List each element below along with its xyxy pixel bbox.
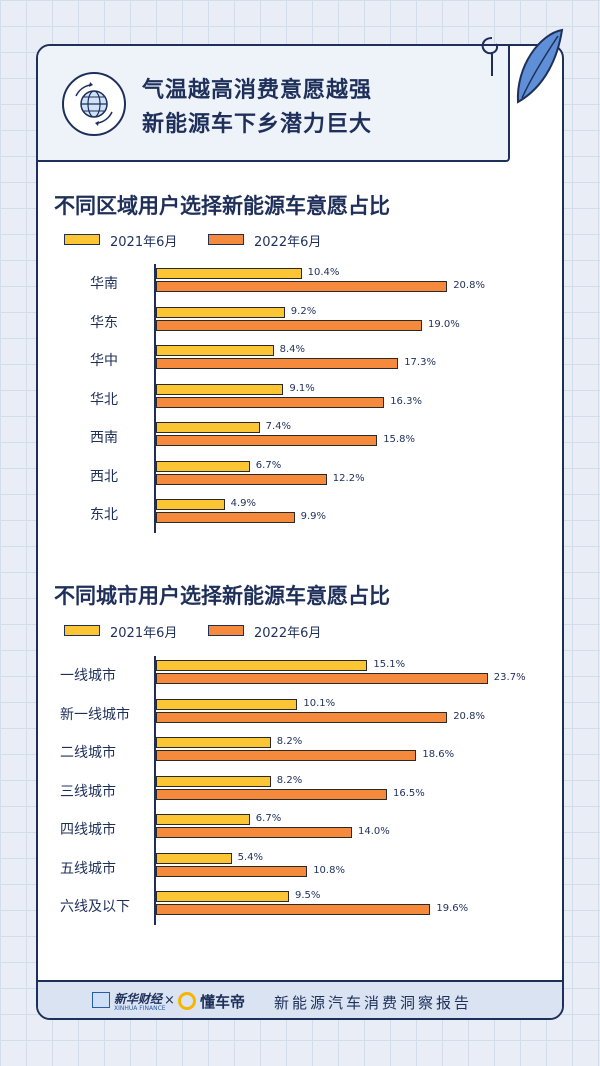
data-label: 18.6%	[422, 749, 455, 760]
bar-2022	[156, 673, 488, 684]
data-label: 4.9%	[230, 498, 256, 509]
data-label: 19.6%	[436, 903, 469, 914]
bar-2022	[156, 319, 422, 331]
bar-2021	[156, 814, 250, 825]
category-label: 六线及以下	[60, 899, 130, 915]
bar-2022	[156, 711, 448, 723]
bar-2022	[156, 435, 378, 446]
data-label: 20.8%	[453, 280, 485, 291]
category-label: 西北	[90, 468, 118, 485]
data-label: 9.9%	[300, 511, 326, 522]
data-label: 8.4%	[279, 344, 305, 355]
data-label: 6.7%	[255, 459, 282, 471]
category-label: 二线城市	[60, 745, 116, 761]
leaf-decoration-icon	[516, 28, 564, 104]
data-label: 23.7%	[493, 672, 526, 683]
data-label: 16.3%	[390, 395, 422, 407]
data-label: 16.5%	[393, 787, 425, 799]
data-label: 10.1%	[303, 697, 336, 709]
data-label: 7.4%	[265, 421, 291, 432]
category-label: 华南	[90, 276, 118, 292]
legend-swatch-2022-b	[208, 625, 244, 636]
bar-2021	[156, 268, 302, 279]
bar-2022	[156, 788, 387, 800]
bar-2021	[156, 852, 232, 864]
bar-2022	[156, 827, 352, 838]
footer-brand-xinhua: 新华财经	[114, 992, 163, 1006]
data-label: 15.1%	[373, 659, 406, 670]
chart1-title: 不同区域用户选择新能源车意愿占比	[54, 194, 390, 218]
legend-label-2021-b: 2021年6月	[110, 626, 178, 641]
bar-2021	[156, 499, 225, 510]
footer: 新华财经 XINHUA FINANCE × 懂车帝 新能源汽车消费洞察报告	[38, 980, 562, 1018]
data-label: 10.8%	[313, 864, 345, 876]
bar-2022	[156, 396, 385, 408]
data-label: 6.7%	[255, 813, 282, 824]
data-label: 17.3%	[404, 357, 436, 368]
data-label: 15.8%	[383, 434, 415, 445]
page-title-line2: 新能源车下乡潜力巨大	[142, 112, 373, 137]
category-label: 一线城市	[60, 668, 116, 684]
data-label: 9.5%	[295, 890, 321, 901]
legend-swatch-2022	[208, 234, 244, 245]
data-label: 20.8%	[453, 710, 485, 722]
chart-axis-line	[154, 656, 156, 925]
legend-swatch-2021	[64, 234, 100, 245]
bar-2022	[156, 750, 417, 761]
category-label: 三线城市	[60, 783, 116, 800]
globe-icon	[62, 72, 126, 136]
bar-2022	[156, 473, 327, 485]
bar-2021	[156, 775, 271, 787]
category-label: 四线城市	[60, 822, 116, 838]
bar-2021	[156, 422, 260, 433]
data-label: 12.2%	[332, 472, 365, 484]
bar-2021	[156, 306, 285, 318]
data-label: 14.0%	[358, 826, 390, 837]
xinhua-logo-icon	[92, 992, 110, 1008]
footer-brand-dongchedi: 懂车帝	[200, 993, 246, 1011]
legend-label-2022-b: 2022年6月	[254, 626, 322, 641]
category-label: 东北	[90, 507, 118, 523]
bar-2021	[156, 891, 289, 902]
category-label: 西南	[90, 430, 118, 446]
category-label: 华东	[90, 314, 118, 331]
bar-2022	[156, 904, 431, 915]
footer-report-title: 新能源汽车消费洞察报告	[274, 994, 473, 1012]
chart2-title: 不同城市用户选择新能源车意愿占比	[54, 584, 390, 608]
page-title-line1: 气温越高消费意愿越强	[142, 78, 373, 103]
bar-2021	[156, 737, 271, 748]
data-label: 9.1%	[289, 382, 315, 394]
bar-2022	[156, 358, 399, 369]
legend-swatch-2021-b	[64, 625, 100, 636]
data-label: 8.2%	[276, 774, 303, 786]
bar-2021	[156, 698, 298, 710]
bar-2022	[156, 865, 308, 877]
footer-separator: ×	[164, 993, 175, 1008]
legend-label-2022: 2022年6月	[254, 235, 322, 250]
category-label: 五线城市	[60, 860, 116, 877]
category-label: 华北	[90, 391, 118, 408]
legend-label-2021: 2021年6月	[110, 235, 178, 250]
bar-2021	[156, 660, 368, 671]
bar-2021	[156, 345, 274, 356]
chart-axis-line	[154, 264, 156, 533]
category-label: 新一线城市	[60, 706, 130, 723]
bar-2022	[156, 512, 295, 523]
data-label: 9.2%	[290, 305, 317, 317]
bar-2021	[156, 460, 250, 472]
data-label: 19.0%	[428, 318, 460, 330]
bar-2021	[156, 383, 284, 395]
report-card: 气温越高消费意愿越强 新能源车下乡潜力巨大 不同区域用户选择新能源车意愿占比 2…	[36, 44, 564, 1020]
data-label: 5.4%	[237, 851, 263, 863]
paperclip-icon	[481, 37, 498, 76]
bar-2022	[156, 281, 448, 292]
data-label: 8.2%	[276, 736, 303, 747]
category-label: 华中	[90, 353, 118, 369]
data-label: 10.4%	[307, 267, 340, 278]
dongchedi-logo-icon	[178, 992, 196, 1010]
footer-brand-xinhua-sub: XINHUA FINANCE	[114, 1005, 166, 1012]
header-panel: 气温越高消费意愿越强 新能源车下乡潜力巨大	[38, 46, 510, 162]
